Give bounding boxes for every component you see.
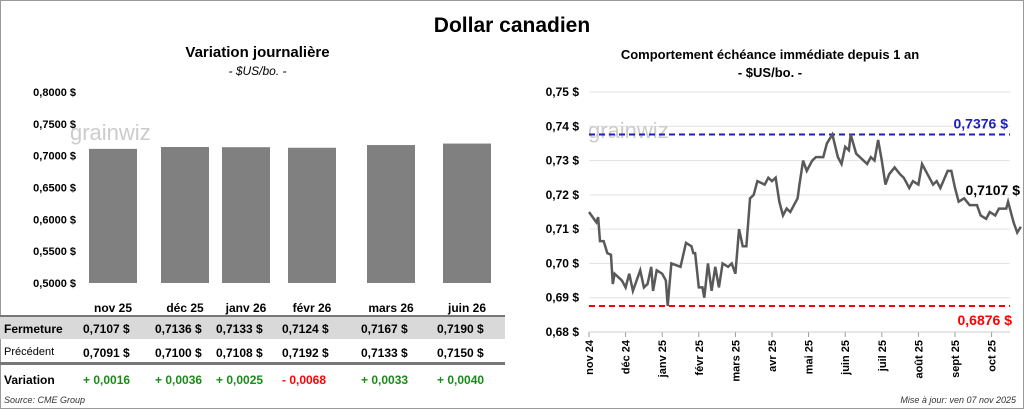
watermark-logo: grainwiz (588, 118, 669, 143)
cell-fermeture: 0,7107 $ (83, 322, 130, 336)
x-tick-label: août 25 (913, 340, 925, 379)
y-tick-label: 0,7000 $ (33, 151, 76, 163)
y-tick-label: 0,70 $ (546, 256, 580, 270)
cell-variation: + 0,0036 (155, 373, 203, 387)
x-tick-label: janv 25 (657, 340, 669, 378)
y-tick-label: 0,69 $ (546, 291, 580, 305)
y-tick-label: 0,6500 $ (33, 183, 76, 195)
cell-variation: + 0,0040 (437, 373, 485, 387)
price-line (587, 131, 1022, 307)
x-tick-label: sept 25 (950, 340, 962, 378)
x-tick-label: oct 25 (987, 340, 999, 372)
x-tick-label: déc 25 (166, 301, 204, 315)
cell-fermeture: 0,7124 $ (282, 322, 329, 336)
row-label: Précédent (4, 346, 55, 358)
bar (367, 145, 415, 283)
y-tick-label: 0,74 $ (546, 119, 580, 133)
row-label: Fermeture (4, 322, 63, 336)
x-tick-label: févr 26 (293, 301, 332, 315)
x-tick-label: nov 25 (94, 301, 132, 315)
left-chart-subtitle: - $US/bo. - (228, 64, 287, 78)
row-label: Variation (4, 373, 55, 387)
bar (222, 147, 270, 283)
cell-fermeture: 0,7136 $ (155, 322, 202, 336)
y-tick-label: 0,72 $ (546, 188, 580, 202)
data-table: Fermeture 0,7107 $ 0,7136 $ 0,7133 $ 0,7124… (0, 0, 515, 395)
high-label: 0,7376 $ (954, 116, 1009, 132)
line-chart: 0,68 $ 0,69 $ 0,70 $ 0,71 $ 0,72 $ 0,73 $ 0,74… (546, 85, 1022, 382)
x-tick-label: mars 25 (730, 340, 742, 382)
x-tick-label: juin 25 (840, 340, 852, 376)
right-chart-title: Comportement échéance immédiate depuis 1… (620, 47, 920, 62)
cell-precedent: 0,7150 $ (437, 346, 484, 360)
page-title: Dollar canadien (433, 14, 591, 37)
x-tick-label: déc 24 (621, 339, 633, 374)
x-tick-label: avr 25 (767, 340, 779, 372)
y-tick-label: 0,7500 $ (33, 119, 76, 131)
x-tick-label: janv 26 (225, 301, 267, 315)
cell-precedent: 0,7100 $ (155, 346, 202, 360)
cell-precedent: 0,7091 $ (83, 346, 130, 360)
y-tick-label: 0,75 $ (546, 85, 580, 99)
cell-precedent: 0,7192 $ (282, 346, 329, 360)
y-tick-label: 0,5000 $ (33, 278, 76, 290)
bar (288, 147, 336, 283)
y-tick-label: 0,6000 $ (33, 214, 76, 226)
x-tick-label: nov 24 (584, 339, 596, 375)
bar-chart: 0,5000 $ 0,5500 $ 0,6000 $ 0,6500 $ 0,7000 $… (33, 87, 491, 315)
bar (443, 143, 491, 283)
low-label: 0,6876 $ (958, 312, 1013, 328)
last-label: 0,7107 $ (966, 182, 1021, 198)
x-tick-label: mars 26 (368, 301, 414, 315)
cell-precedent: 0,7108 $ (216, 346, 263, 360)
row-variation: Variation + 0,0016 + 0,0036 + 0,0025 - 0,00… (0, 368, 505, 392)
cell-precedent: 0,7133 $ (361, 346, 408, 360)
x-tick-label: mai 25 (804, 340, 816, 374)
x-tick-label: juil 25 (877, 340, 889, 372)
right-chart-subtitle: - $US/bo. - (737, 65, 803, 80)
cell-variation: + 0,0033 (361, 373, 409, 387)
bar (161, 147, 209, 283)
y-tick-label: 0,73 $ (546, 154, 580, 168)
y-tick-label: 0,5500 $ (33, 246, 76, 258)
source-note: Source: CME Group (4, 395, 86, 405)
row-precedent: Précédent 0,7091 $ 0,7100 $ 0,7108 $ 0,7192… (0, 341, 505, 365)
watermark-logo: grainwiz (70, 120, 151, 145)
row-fermeture: Fermeture 0,7107 $ 0,7136 $ 0,7133 $ 0,7124… (0, 315, 505, 339)
cell-fermeture: 0,7190 $ (437, 322, 484, 336)
left-chart-title: Variation journalière (185, 44, 330, 61)
y-tick-label: 0,71 $ (546, 222, 580, 236)
cell-variation: + 0,0016 (83, 373, 131, 387)
cell-variation: - 0,0068 (282, 373, 327, 387)
bar (89, 148, 137, 283)
x-tick-label: févr 25 (694, 340, 706, 375)
x-tick-label: juin 26 (447, 301, 486, 315)
cell-fermeture: 0,7167 $ (361, 322, 408, 336)
y-tick-label: 0,68 $ (546, 325, 580, 339)
cell-fermeture: 0,7133 $ (216, 322, 263, 336)
cell-variation: + 0,0025 (216, 373, 264, 387)
update-note: Mise à jour: ven 07 nov 2025 (900, 395, 1016, 405)
y-tick-label: 0,8000 $ (33, 87, 76, 99)
